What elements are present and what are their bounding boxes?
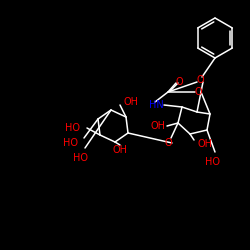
Text: HO: HO [66,123,80,133]
Text: O: O [175,77,183,87]
Text: OH: OH [197,139,212,149]
Text: HO: HO [62,138,78,148]
Text: HO: HO [206,157,220,167]
Text: HO: HO [72,153,88,163]
Text: O: O [196,75,204,85]
Text: O: O [194,87,202,97]
Text: OH: OH [123,97,138,107]
Text: OH: OH [150,121,166,131]
Text: O: O [164,138,172,148]
Text: HN: HN [148,100,164,110]
Text: OH: OH [112,145,128,155]
